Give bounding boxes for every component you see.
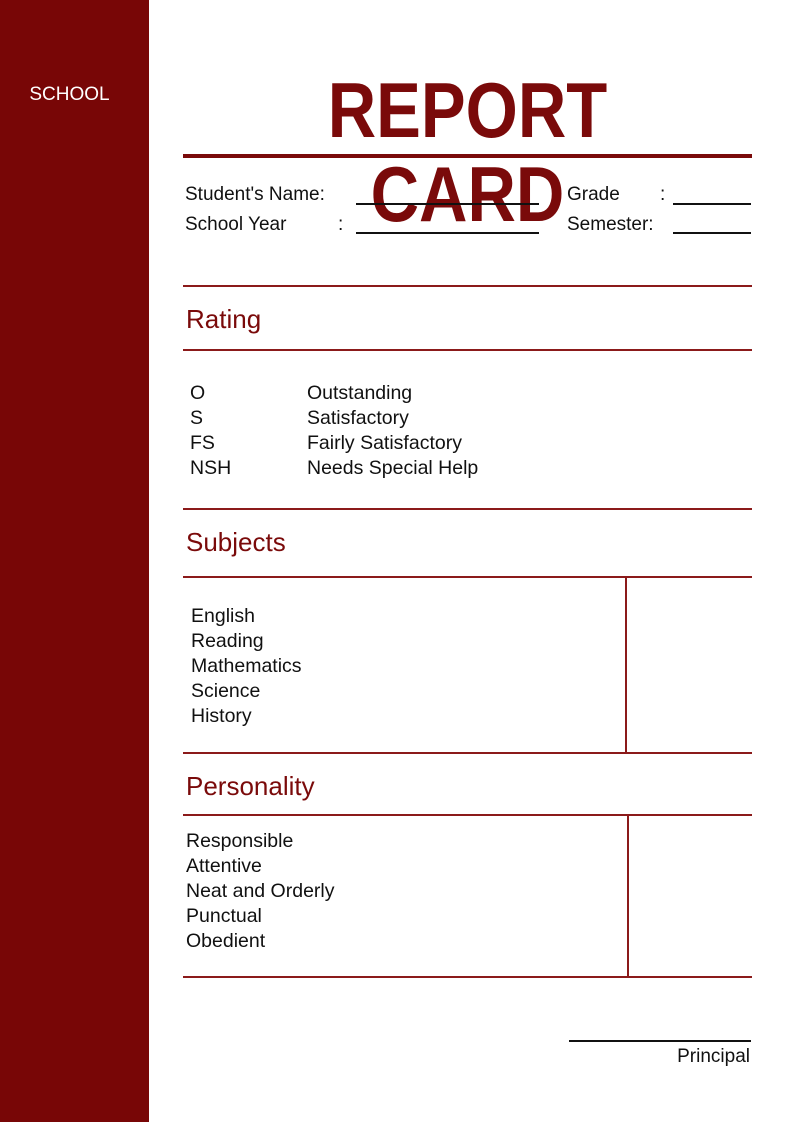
divider — [183, 814, 752, 816]
personality-heading: Personality — [186, 771, 315, 801]
rating-code: FS — [190, 432, 215, 454]
personality-item: Neat and Orderly — [186, 880, 335, 902]
grade-label: Grade — [567, 184, 620, 205]
column-divider — [627, 815, 629, 977]
divider — [183, 576, 752, 578]
rating-meaning: Needs Special Help — [307, 457, 479, 479]
divider — [183, 752, 752, 754]
divider — [183, 976, 752, 978]
personality-item: Punctual — [186, 905, 262, 927]
student-name-field[interactable] — [356, 203, 539, 205]
personality-item: Obedient — [186, 930, 266, 952]
subjects-heading: Subjects — [186, 527, 286, 557]
rating-meaning: Fairly Satisfactory — [307, 432, 462, 454]
personality-item: Attentive — [186, 855, 262, 877]
school-label: SCHOOL — [29, 84, 110, 105]
sidebar — [0, 0, 149, 1122]
subject-item: History — [191, 705, 252, 727]
grade-colon: : — [660, 184, 666, 205]
page-title: REPORT CARD — [183, 68, 752, 236]
rating-codes: O S FS NSH — [190, 381, 231, 481]
personality-item: Responsible — [186, 830, 294, 852]
divider — [183, 349, 752, 351]
divider — [183, 285, 752, 287]
rating-meaning: Satisfactory — [307, 407, 409, 429]
rating-code: S — [190, 407, 204, 429]
subjects-list: English Reading Mathematics Science Hist… — [191, 604, 302, 729]
school-year-field[interactable] — [356, 232, 539, 234]
subject-item: Science — [191, 680, 261, 702]
semester-label: Semester: — [567, 214, 654, 235]
student-name-label: Student's Name: — [185, 184, 325, 205]
grade-field[interactable] — [673, 203, 751, 205]
column-divider — [625, 577, 627, 753]
semester-field[interactable] — [673, 232, 751, 234]
rating-meaning: Outstanding — [307, 382, 413, 404]
subject-item: Reading — [191, 630, 264, 652]
subject-item: English — [191, 605, 255, 627]
school-year-colon: : — [338, 214, 344, 235]
school-year-label: School Year — [185, 214, 287, 235]
divider — [183, 508, 752, 510]
title-divider — [183, 154, 752, 158]
rating-meanings: Outstanding Satisfactory Fairly Satisfac… — [307, 381, 478, 481]
principal-label: Principal — [677, 1046, 750, 1067]
rating-code: O — [190, 382, 206, 404]
title-text: REPORT CARD — [327, 66, 608, 238]
principal-signature-line[interactable] — [569, 1040, 751, 1042]
rating-code: NSH — [190, 457, 232, 479]
rating-heading: Rating — [186, 304, 262, 334]
personality-list: Responsible Attentive Neat and Orderly P… — [186, 829, 335, 954]
subject-item: Mathematics — [191, 655, 302, 677]
